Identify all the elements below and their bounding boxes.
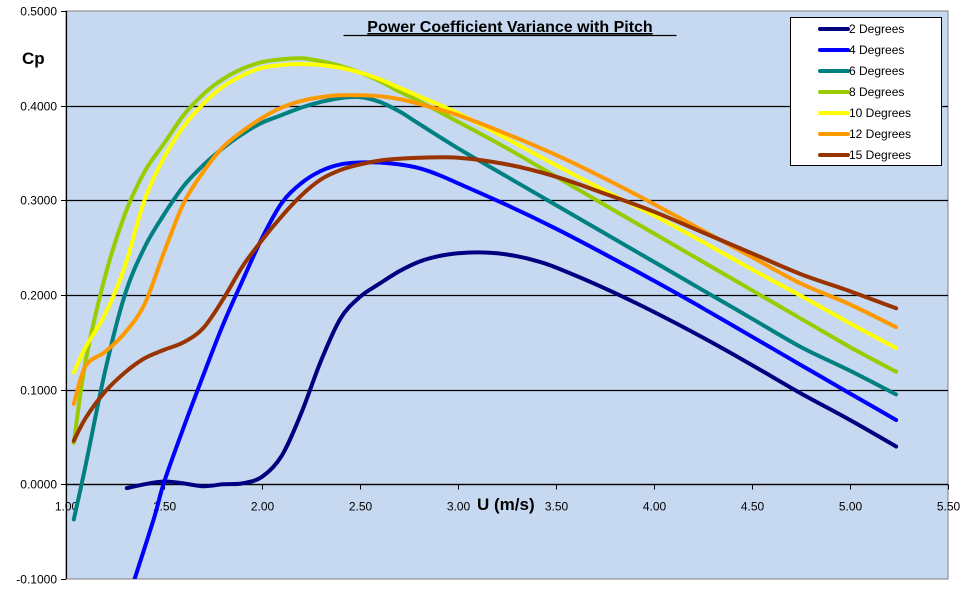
y-axis-ticks: -0.1000 0.0000 0.1000 0.2000 0.3000 0.4000 0.5… [16,5,66,587]
legend-item: 6 Degrees [818,64,904,78]
x-tick-label: 2.50 [349,500,373,514]
legend-label: 12 Degrees [849,127,911,141]
x-tick-label: 5.00 [839,500,863,514]
y-tick-label: -0.1000 [16,573,57,587]
series-line-15-degrees [71,155,899,443]
legend-item: 15 Degrees [818,148,911,162]
legend-label: 2 Degrees [849,22,904,36]
y-tick-label: 0.2000 [20,289,57,303]
series-line-12-degrees [71,93,899,406]
legend-item: 2 Degrees [818,22,904,36]
y-tick-label: 0.5000 [20,5,57,19]
legend-label: 10 Degrees [849,106,911,120]
legend-item: 12 Degrees [818,127,911,141]
legend-label: 8 Degrees [849,85,904,99]
y-tick-label: 0.1000 [20,384,57,398]
legend-label: 15 Degrees [849,148,911,162]
y-tick-label: 0.0000 [20,478,57,492]
x-tick-label: 5.50 [937,500,961,514]
x-axis-ticks: 1.00 1.50 2.00 2.50 3.00 3.50 4.00 4.50 5.00 5.50 [55,484,961,514]
legend-item: 10 Degrees [818,106,911,120]
legend: 2 Degrees 4 Degrees 6 Degrees 8 Degrees 10 D… [790,17,942,166]
series-group [71,56,899,579]
x-tick-label: 4.50 [741,500,765,514]
legend-box [790,17,942,166]
x-tick-label: 2.00 [251,500,275,514]
legend-label: 4 Degrees [849,43,904,57]
x-axis-title: U (m/s) [477,495,535,514]
x-tick-label: 3.00 [447,500,471,514]
y-tick-label: 0.3000 [20,194,57,208]
legend-item: 8 Degrees [818,85,904,99]
series-line-6-degrees [71,94,899,522]
legend-item: 4 Degrees [818,43,904,57]
x-tick-label: 1.00 [55,500,79,514]
y-tick-label: 0.4000 [20,100,57,114]
series-line-8-degrees [71,56,899,445]
series-line-2-degrees [124,250,899,491]
x-tick-label: 4.00 [643,500,667,514]
y-axis-title: Cp [22,49,45,68]
series-line-10-degrees [71,62,899,375]
legend-label: 6 Degrees [849,64,904,78]
x-tick-label: 3.50 [545,500,569,514]
chart-title: Power Coefficient Variance with Pitch [367,19,652,36]
